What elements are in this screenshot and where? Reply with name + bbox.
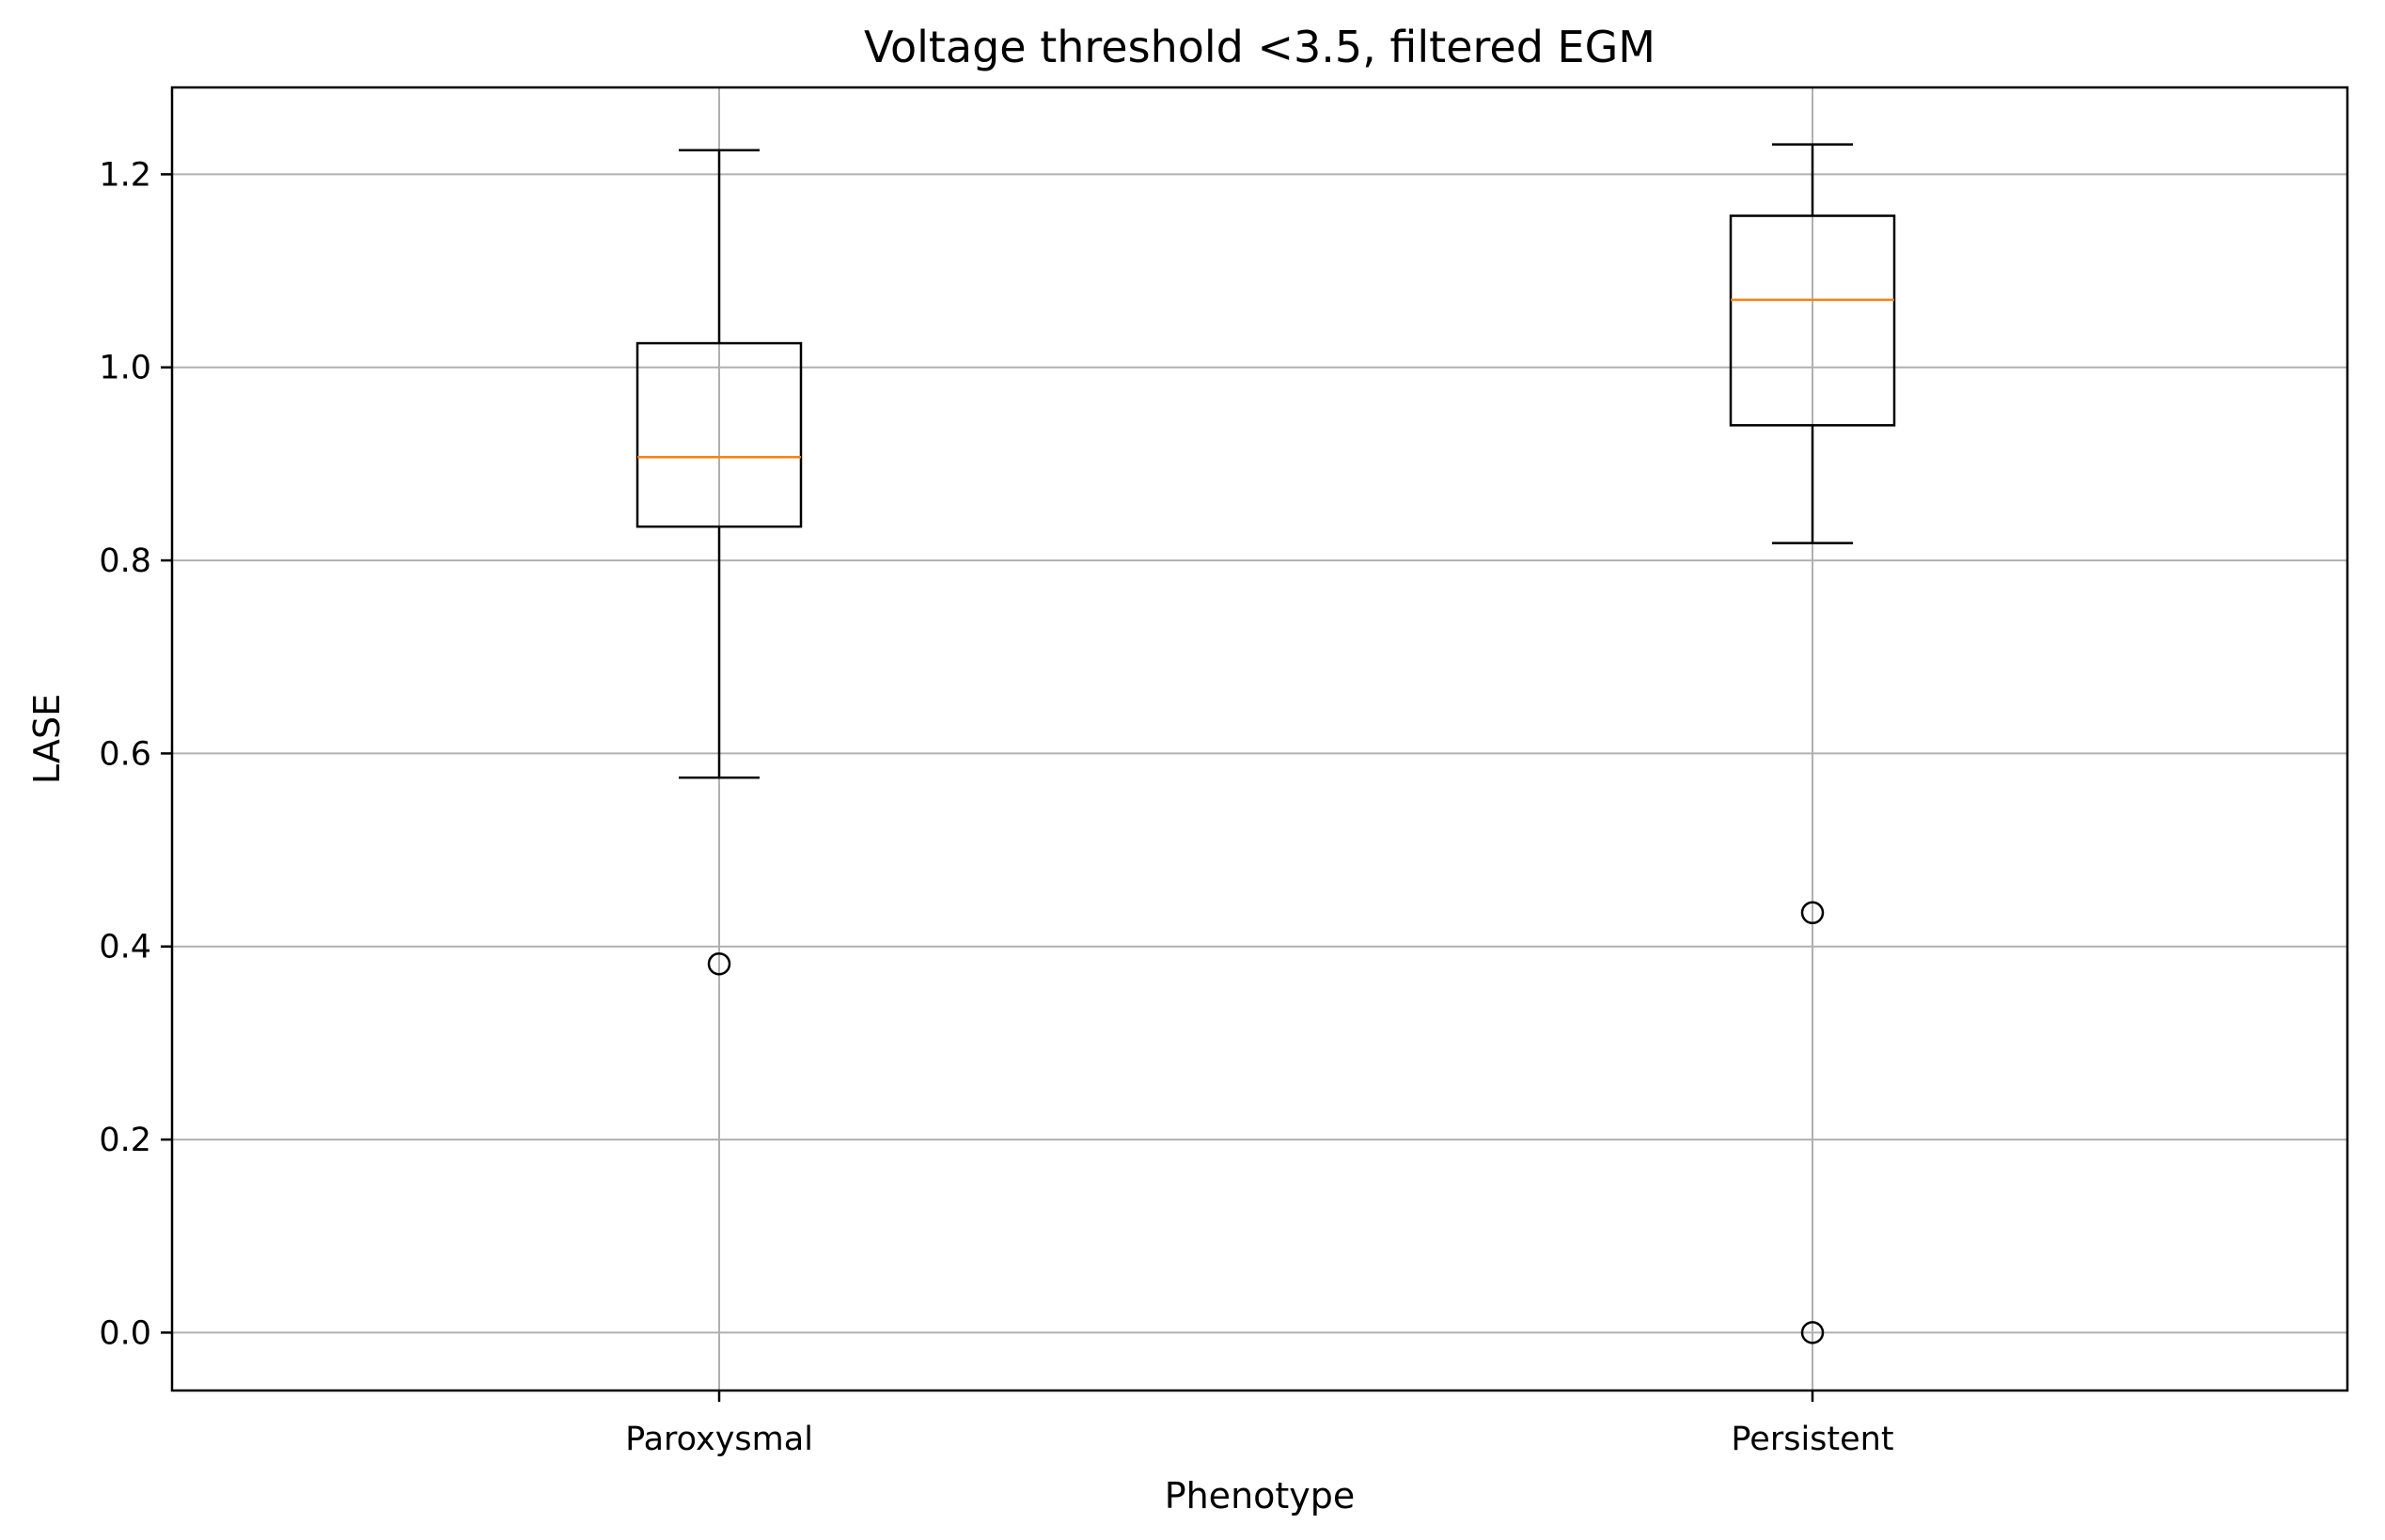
y-axis-label: LASE [26,694,68,784]
chart-title: Voltage threshold <3.5, filtered EGM [864,22,1655,72]
y-tick-label: 0.8 [99,542,151,580]
box-persistent [1729,143,1896,1344]
plot-area-frame [170,86,2349,1392]
box-paroxysmal [635,149,803,976]
outlier-point [1800,901,1825,925]
y-tick-label: 0.0 [99,1314,151,1352]
grid-lines [172,87,2347,1391]
iqr-box [635,341,803,528]
y-tick-label: 0.6 [99,735,151,773]
boxes [635,143,1896,1344]
y-tick-label: 0.2 [99,1122,151,1159]
y-tick-label: 0.4 [99,929,151,966]
x-tick-label: Paroxysmal [625,1421,813,1458]
y-tick-label: 1.0 [99,350,151,387]
x-tick-label: Persistent [1731,1421,1893,1458]
outlier-point [1800,1321,1825,1344]
iqr-box [1729,214,1896,427]
x-axis-label: Phenotype [1165,1475,1356,1516]
y-tick-label: 1.2 [99,156,151,194]
axis-ticks: 0.0 0.2 0.4 0.6 0.8 1.0 1.2 Paroxysmal Persisten… [99,156,1893,1458]
outlier-point [707,951,731,976]
